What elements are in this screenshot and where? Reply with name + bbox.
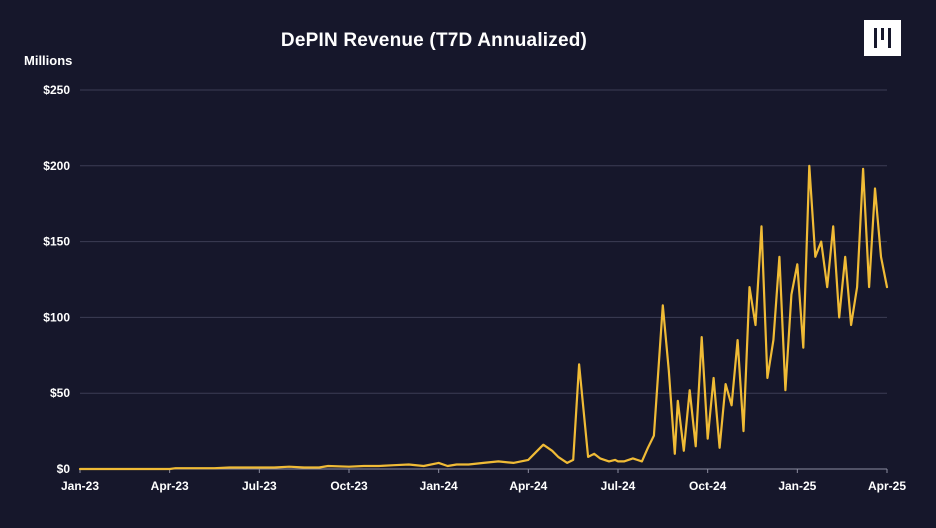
x-tick-label: Jul-24 (601, 479, 636, 493)
brand-logo-icon (864, 20, 901, 56)
x-tick-label: Jan-25 (778, 479, 816, 493)
y-tick-label: $200 (43, 159, 70, 173)
chart-title: DePIN Revenue (T7D Annualized) (280, 30, 588, 51)
y-tick-label: $100 (43, 310, 70, 324)
x-tick-label: Oct-23 (330, 479, 368, 493)
series-line (78, 164, 889, 471)
series-lines (78, 164, 889, 471)
y-axis-ticks: $0 $50 $100 $150 $200 $250 (43, 83, 70, 476)
x-tick-label: Apr-25 (868, 479, 906, 493)
y-tick-label: $50 (50, 386, 70, 400)
x-tick-label: Oct-24 (689, 479, 727, 493)
x-axis-ticks: Jan-23 Apr-23 Jul-23 Oct-23 Jan-24 Apr-24 Jul-… (61, 479, 906, 493)
x-tick-label: Apr-24 (509, 479, 547, 493)
y-tick-label: $150 (43, 235, 70, 249)
x-tick-label: Apr-23 (151, 479, 189, 493)
y-tick-label: $0 (57, 462, 71, 476)
x-tick-label: Jan-24 (420, 479, 458, 493)
x-tick-label: Jul-23 (242, 479, 277, 493)
grid-lines (80, 89, 887, 470)
y-tick-label: $250 (43, 83, 70, 97)
x-axis-tick-marks (79, 469, 888, 473)
x-tick-label: Jan-23 (61, 479, 99, 493)
y-axis-unit-label: Millions (24, 53, 73, 68)
